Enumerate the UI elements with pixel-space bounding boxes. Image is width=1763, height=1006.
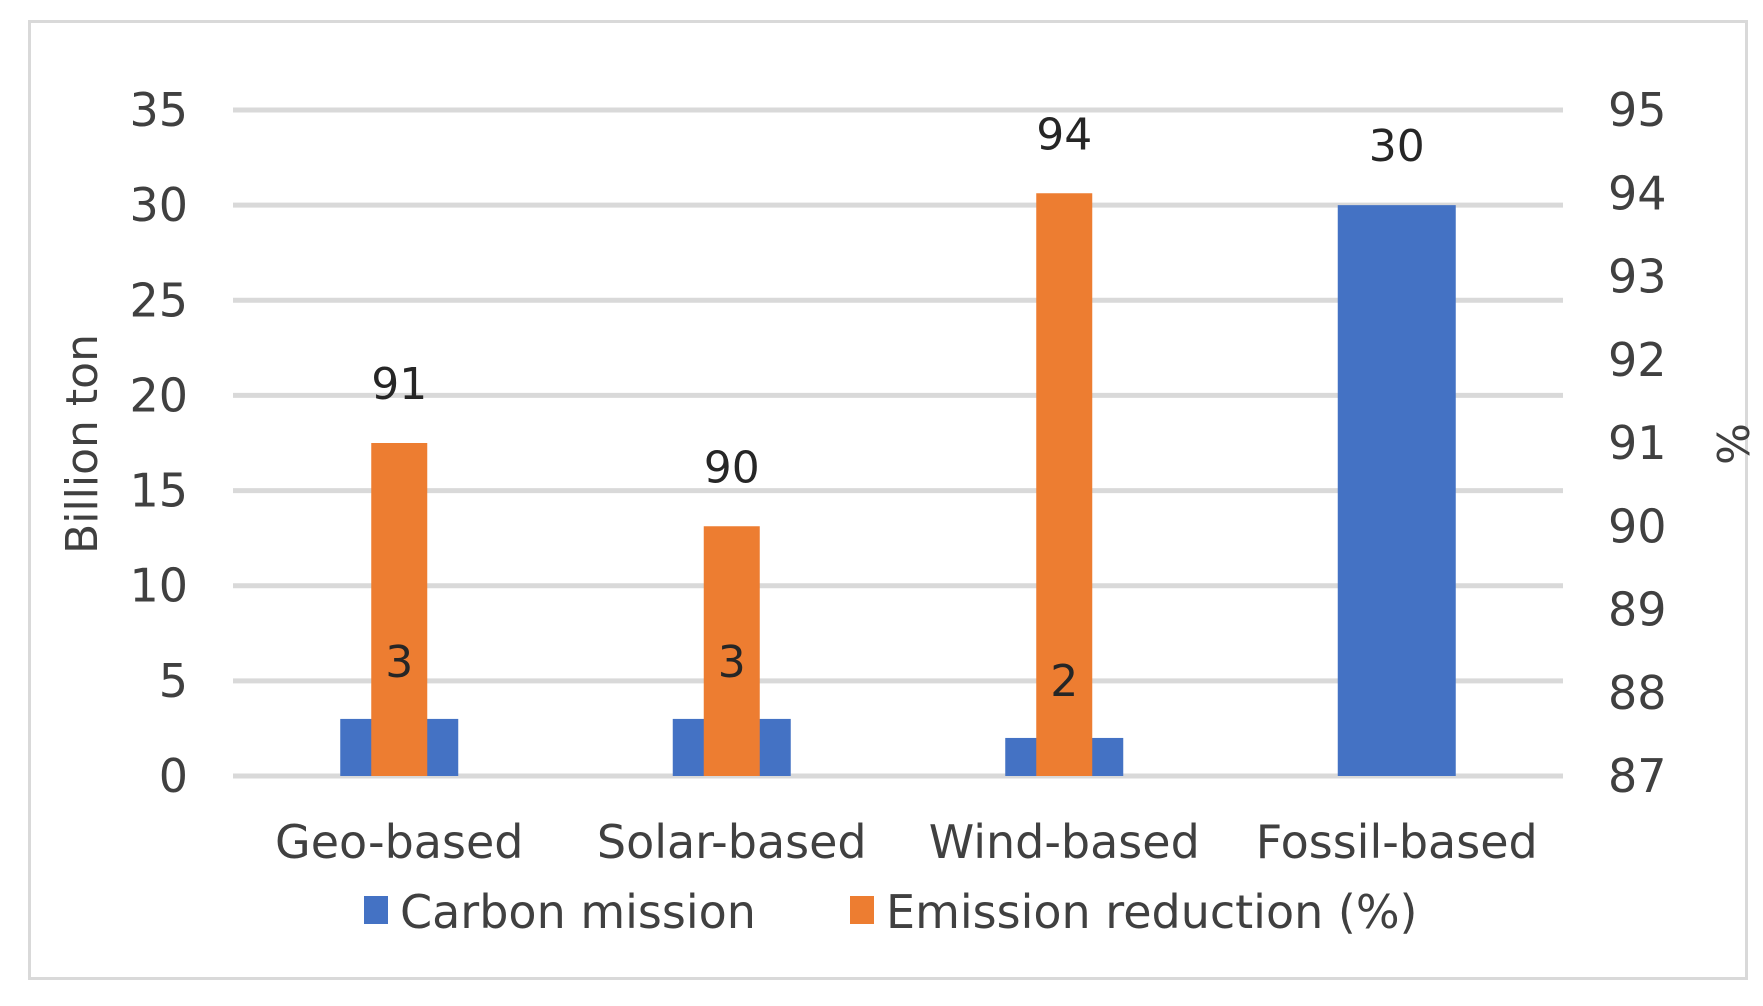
data-label-carbon-mission: 30	[1369, 121, 1425, 172]
legend-swatch-emission-reduction	[850, 896, 874, 924]
y-tick-label: 0	[159, 749, 188, 803]
y2-tick-label: 93	[1608, 250, 1667, 304]
y2-tick-label: 90	[1608, 499, 1667, 553]
x-tick-label: Solar-based	[597, 815, 867, 869]
y-tick-label: 20	[129, 368, 188, 422]
y-tick-label: 30	[129, 178, 188, 232]
chart-frame	[28, 20, 1748, 980]
y2-tick-label: 91	[1608, 416, 1667, 470]
x-tick-label: Geo-based	[275, 815, 523, 869]
axes: 0 5 10 15 20 25 30 35 87 88 89 90 91 92 93 94 95 Geo-base…	[129, 83, 1666, 869]
data-label-carbon-mission: 3	[385, 637, 413, 688]
y-tick-label: 25	[129, 273, 188, 327]
y2-tick-label: 88	[1608, 666, 1667, 720]
bar-carbon-mission	[1337, 205, 1456, 777]
y-tick-label: 15	[129, 464, 188, 518]
y-tick-label: 10	[129, 559, 188, 613]
y2-tick-label: 95	[1608, 83, 1667, 137]
data-label-emission-reduction: 91	[371, 359, 427, 410]
legend-label-carbon-mission: Carbon mission	[400, 885, 756, 939]
data-labels: 91 3 90 3 94 2 30	[371, 109, 1425, 707]
y-axis-title: Billion ton	[57, 334, 108, 554]
bar-emission-reduction	[371, 443, 428, 776]
legend-swatch-carbon-mission	[364, 896, 388, 924]
bars	[340, 193, 1456, 777]
y2-tick-label: 87	[1608, 749, 1667, 803]
data-label-emission-reduction: 94	[1036, 109, 1092, 160]
y-tick-label: 5	[159, 654, 188, 708]
data-label-emission-reduction: 90	[704, 442, 760, 493]
y2-tick-label: 89	[1608, 583, 1667, 637]
y2-axis-title: %	[1706, 423, 1757, 465]
bar-emission-reduction	[1036, 193, 1093, 776]
x-tick-label: Wind-based	[929, 815, 1200, 869]
y2-tick-label: 92	[1608, 333, 1667, 387]
data-label-carbon-mission: 3	[718, 637, 746, 688]
data-label-carbon-mission: 2	[1050, 656, 1078, 707]
y-tick-label: 35	[129, 83, 188, 137]
legend: Carbon mission Emission reduction (%)	[364, 885, 1417, 939]
y2-tick-label: 94	[1608, 166, 1667, 220]
x-tick-label: Fossil-based	[1256, 815, 1538, 869]
bar-emission-reduction	[703, 526, 760, 776]
legend-label-emission-reduction: Emission reduction (%)	[886, 885, 1417, 939]
